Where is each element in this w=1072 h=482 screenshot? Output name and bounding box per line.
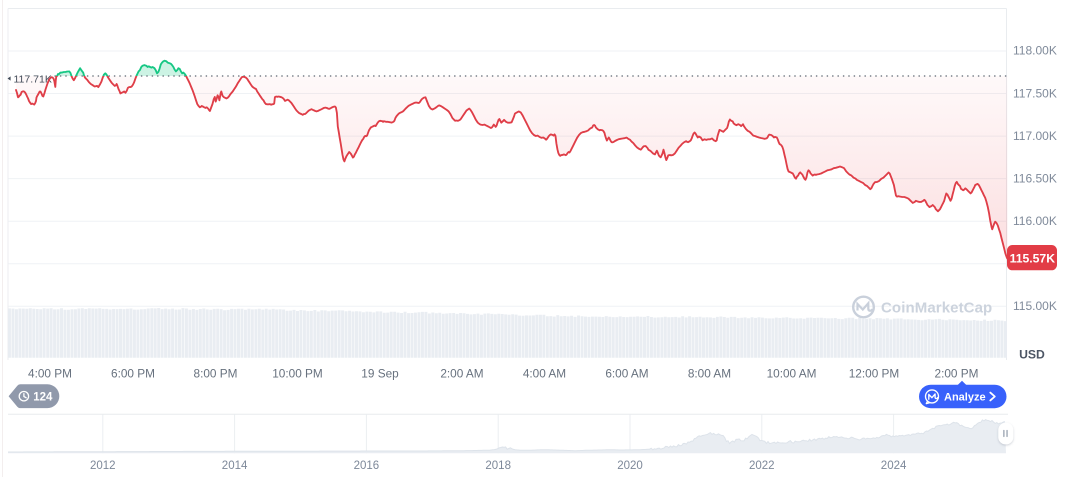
svg-text:2014: 2014 [222,460,248,472]
svg-text:117.00K: 117.00K [1013,129,1057,143]
svg-text:10:00 PM: 10:00 PM [272,367,323,381]
svg-text:6:00 AM: 6:00 AM [605,367,648,381]
svg-text:115.57K: 115.57K [1010,251,1056,265]
svg-text:Analyze: Analyze [944,391,986,403]
svg-text:117.71K: 117.71K [14,73,52,85]
svg-text:8:00 PM: 8:00 PM [194,367,238,381]
svg-text:12:00 PM: 12:00 PM [849,367,900,381]
svg-text:8:00 AM: 8:00 AM [688,367,731,381]
svg-text:2016: 2016 [354,460,380,472]
svg-text:2018: 2018 [485,460,511,472]
svg-text:116.50K: 116.50K [1013,171,1057,185]
svg-text:USD: USD [1019,347,1045,361]
svg-text:2022: 2022 [749,460,775,472]
svg-text:118.00K: 118.00K [1013,44,1057,58]
svg-text:4:00 PM: 4:00 PM [28,367,72,381]
svg-text:116.00K: 116.00K [1013,214,1057,228]
svg-text:115.00K: 115.00K [1013,299,1057,313]
svg-text:6:00 PM: 6:00 PM [111,367,155,381]
svg-text:117.50K: 117.50K [1013,86,1057,100]
svg-text:124: 124 [33,391,53,403]
svg-text:2020: 2020 [617,460,643,472]
svg-text:2024: 2024 [881,460,907,472]
svg-text:4:00 AM: 4:00 AM [523,367,566,381]
svg-text:CoinMarketCap: CoinMarketCap [881,300,992,317]
svg-text:10:00 AM: 10:00 AM [767,367,817,381]
svg-text:2:00 AM: 2:00 AM [440,367,483,381]
svg-text:2:00 PM: 2:00 PM [935,367,979,381]
svg-text:2012: 2012 [90,460,116,472]
svg-text:19 Sep: 19 Sep [361,367,399,381]
